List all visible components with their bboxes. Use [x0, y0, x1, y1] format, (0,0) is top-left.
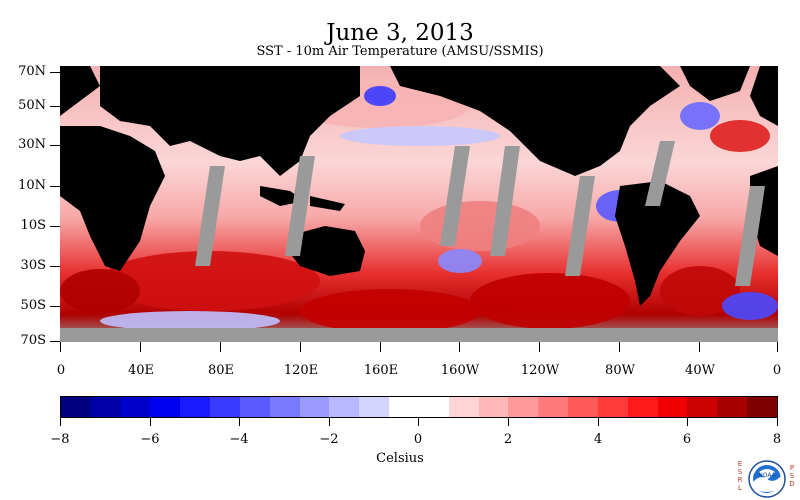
colorbar-tick: [239, 418, 240, 426]
lon-label-160w: 160W: [440, 363, 480, 378]
noaa-esrl-psd-logo: E S R L NOAA P S D: [734, 458, 798, 500]
lon-label-80e: 80E: [207, 363, 235, 378]
colorbar-cell: [448, 397, 479, 417]
missing-data-swaths: [60, 141, 778, 342]
lat-tick: [50, 266, 60, 267]
sst-anomaly-map: [60, 66, 778, 342]
lon-tick: [220, 342, 221, 352]
map-title: June 3, 2013: [326, 20, 474, 46]
colorbar-cell: [210, 397, 240, 417]
colorbar-cell: [568, 397, 598, 417]
lon-label-40w: 40W: [685, 363, 715, 378]
colorbar-label-minus8: −8: [50, 432, 70, 447]
lon-tick: [619, 342, 620, 352]
map-canvas: [60, 66, 778, 342]
colorbar-label-minus2: −2: [319, 432, 339, 447]
map-subtitle: SST - 10m Air Temperature (AMSU/SSMIS): [256, 44, 544, 59]
logo-letter: S: [737, 468, 743, 476]
lon-label-0-east: 0: [772, 363, 782, 378]
colorbar-label-6: 6: [682, 432, 692, 447]
colorbar-cell: [478, 397, 509, 417]
colorbar-cell: [329, 397, 360, 417]
lon-label-160e: 160E: [363, 363, 399, 378]
logo-letter: D: [789, 480, 795, 488]
colorbar-cell: [180, 397, 211, 417]
lat-tick: [50, 145, 60, 146]
logo-left-letters: E S R L: [736, 460, 744, 492]
colorbar-label-8: 8: [772, 432, 782, 447]
colorbar-cell: [597, 397, 628, 417]
logo-text: NOAA: [758, 472, 776, 479]
lon-label-120e: 120E: [283, 363, 319, 378]
colorbar-cell: [61, 397, 91, 417]
logo-letter: L: [738, 484, 742, 492]
lat-label-70s: 70S: [20, 333, 46, 348]
colorbar-cell: [657, 397, 688, 417]
colorbar-label-minus4: −4: [229, 432, 249, 447]
lat-tick: [50, 186, 60, 187]
colorbar-cell: [747, 397, 777, 417]
lon-tick: [539, 342, 540, 352]
logo-letter: S: [789, 472, 795, 480]
lat-tick: [50, 341, 60, 342]
lat-label-10n: 10N: [18, 178, 46, 193]
lat-label-10s: 10S: [20, 218, 46, 233]
lon-label-0: 0: [56, 363, 66, 378]
colorbar: [60, 396, 778, 418]
colorbar-cell: [299, 397, 330, 417]
colorbar-tick: [687, 418, 688, 426]
lat-label-70n: 70N: [18, 64, 46, 79]
colorbar-cell: [687, 397, 718, 417]
colorbar-cell: [538, 397, 569, 417]
colorbar-tick: [150, 418, 151, 426]
lon-tick: [300, 342, 301, 352]
colorbar-tick: [598, 418, 599, 426]
lat-label-30n: 30N: [18, 137, 46, 152]
lon-tick: [140, 342, 141, 352]
logo-letter: P: [789, 464, 795, 472]
colorbar-cell: [269, 397, 300, 417]
colorbar-tick: [60, 418, 61, 426]
colorbar-cell: [389, 397, 419, 417]
colorbar-tick: [418, 418, 419, 426]
land-masses: [60, 66, 778, 306]
colorbar-cell: [418, 397, 449, 417]
lat-tick: [50, 106, 60, 107]
lon-label-80w: 80W: [605, 363, 635, 378]
lon-label-40e: 40E: [127, 363, 155, 378]
lon-tick: [380, 342, 381, 352]
colorbar-label-4: 4: [593, 432, 603, 447]
logo-right-letters: P S D: [788, 464, 796, 488]
colorbar-tick: [329, 418, 330, 426]
colorbar-label-0: 0: [413, 432, 423, 447]
logo-letter: R: [737, 476, 743, 484]
colorbar-tick: [777, 418, 778, 426]
colorbar-label-minus6: −6: [140, 432, 160, 447]
colorbar-unit-label: Celsius: [376, 451, 424, 466]
colorbar-label-2: 2: [503, 432, 513, 447]
colorbar-cell: [239, 397, 270, 417]
lat-tick: [50, 72, 60, 73]
colorbar-cell: [508, 397, 539, 417]
lon-tick: [777, 342, 778, 352]
noaa-seal-icon: NOAA: [748, 460, 786, 498]
colorbar-cell: [120, 397, 151, 417]
lat-label-30s: 30S: [20, 258, 46, 273]
lon-tick: [459, 342, 460, 352]
colorbar-cell: [90, 397, 121, 417]
lat-tick: [50, 306, 60, 307]
colorbar-cell: [359, 397, 390, 417]
colorbar-cell: [150, 397, 181, 417]
lat-label-50n: 50N: [18, 98, 46, 113]
lat-label-50s: 50S: [20, 298, 46, 313]
lon-label-120w: 120W: [520, 363, 560, 378]
colorbar-cell: [717, 397, 748, 417]
logo-letter: E: [737, 460, 743, 468]
lat-tick: [50, 226, 60, 227]
lon-tick: [60, 342, 61, 352]
lon-tick: [699, 342, 700, 352]
colorbar-tick: [508, 418, 509, 426]
colorbar-cell: [627, 397, 658, 417]
